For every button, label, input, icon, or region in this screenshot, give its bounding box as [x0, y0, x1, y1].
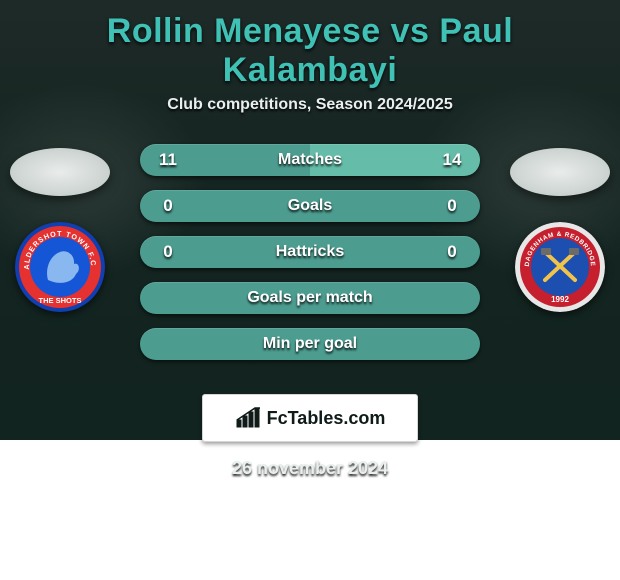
stat-row: 0Goals0	[140, 190, 480, 222]
stat-row: 11Matches14	[140, 144, 480, 176]
aldershot-badge-svg: ALDERSHOT TOWN F.C. THE SHOTS	[15, 222, 105, 312]
stat-label: Matches	[196, 151, 424, 169]
badge-left-motto: THE SHOTS	[39, 296, 82, 305]
stat-label: Goals per match	[196, 289, 424, 307]
comparison-arena: ALDERSHOT TOWN F.C. THE SHOTS	[0, 144, 620, 376]
date-line: 26 november 2024	[0, 458, 620, 479]
dagenham-badge-svg: DAGENHAM & REDBRIDGE 1992	[515, 222, 605, 312]
player-left-silhouette	[10, 148, 110, 196]
player-left-slot: ALDERSHOT TOWN F.C. THE SHOTS	[0, 144, 120, 312]
brand-text: FcTables.com	[267, 408, 386, 429]
stat-row: Goals per match	[140, 282, 480, 314]
stat-label: Min per goal	[196, 335, 424, 353]
bar-chart-icon	[235, 407, 261, 429]
player-right-slot: DAGENHAM & REDBRIDGE 1992	[500, 144, 620, 312]
stat-right-value: 0	[424, 196, 480, 216]
player-left-club-badge: ALDERSHOT TOWN F.C. THE SHOTS	[15, 222, 105, 312]
badge-right-year: 1992	[551, 295, 569, 304]
player-right-club-badge: DAGENHAM & REDBRIDGE 1992	[515, 222, 605, 312]
page-title: Rollin Menayese vs Paul Kalambayi	[20, 12, 600, 90]
stat-row: 0Hattricks0	[140, 236, 480, 268]
stat-right-value: 14	[424, 150, 480, 170]
stat-left-value: 11	[140, 150, 196, 170]
brand-box: FcTables.com	[202, 394, 418, 442]
stat-label: Hattricks	[196, 243, 424, 261]
stat-label: Goals	[196, 197, 424, 215]
stat-left-value: 0	[140, 196, 196, 216]
stat-right-value: 0	[424, 242, 480, 262]
stat-left-value: 0	[140, 242, 196, 262]
page-subtitle: Club competitions, Season 2024/2025	[0, 96, 620, 114]
stat-rows: 11Matches140Goals00Hattricks0Goals per m…	[140, 144, 480, 360]
player-right-silhouette	[510, 148, 610, 196]
comparison-card: Rollin Menayese vs Paul Kalambayi Club c…	[0, 0, 620, 440]
card-content: Rollin Menayese vs Paul Kalambayi Club c…	[0, 12, 620, 479]
stat-row: Min per goal	[140, 328, 480, 360]
